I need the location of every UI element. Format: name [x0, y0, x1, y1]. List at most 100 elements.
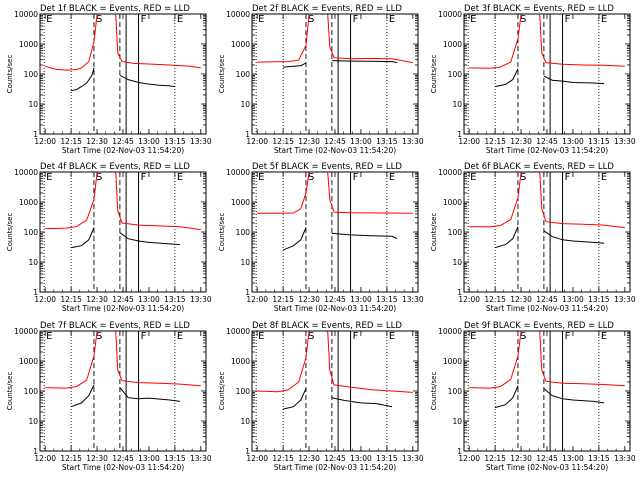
x-tick-label: 12:00 — [246, 137, 268, 146]
x-tick-label: 13:00 — [350, 454, 372, 463]
y-tick-label: 100 — [448, 70, 463, 79]
x-axis-label: Start Time (02-Nov-03 11:54:20) — [486, 146, 608, 155]
series-lld-line — [45, 14, 98, 71]
panel-det-7: Det 7f BLACK = Events, RED = LLD 1 10 100 10… — [6, 321, 212, 472]
x-axis-label: Start Time (02-Nov-03 11:54:20) — [274, 304, 396, 313]
y-tick-label: 100 — [236, 70, 251, 79]
series-events-line — [283, 62, 307, 68]
series-lld-line — [257, 14, 310, 63]
interval-marker-label: E — [389, 172, 395, 183]
x-tick-label: 12:45 — [112, 295, 134, 304]
x-tick-label: 12:45 — [112, 137, 134, 146]
y-tick-label: 10 — [240, 417, 250, 426]
interval-marker-label: E — [46, 172, 52, 183]
x-tick-label: 13:00 — [562, 137, 584, 146]
panel-det-2: Det 2f BLACK = Events, RED = LLD 1 10 100 10… — [218, 4, 424, 155]
x-tick-label: 12:45 — [536, 295, 558, 304]
interval-marker-label: F — [565, 331, 571, 342]
x-tick-label: 13:15 — [164, 295, 186, 304]
y-tick-label: 10 — [28, 258, 38, 267]
y-tick-label: 10000 — [438, 168, 462, 177]
interval-marker-label: S — [520, 172, 526, 183]
panel-title: Det 9f BLACK = Events, RED = LLD — [464, 321, 614, 331]
y-tick-label: 10000 — [14, 327, 38, 336]
y-axis-label: Counts/sec — [218, 372, 226, 411]
x-tick-label: 12:45 — [112, 454, 134, 463]
x-tick-label: 13:15 — [588, 137, 610, 146]
x-axis-label: Start Time (02-Nov-03 11:54:20) — [274, 146, 396, 155]
y-axis-label: Counts/sec — [6, 372, 14, 411]
x-tick-label: 13:15 — [588, 295, 610, 304]
x-tick-label: 12:45 — [324, 295, 346, 304]
x-tick-label: 13:30 — [190, 137, 212, 146]
panel-title: Det 2f BLACK = Events, RED = LLD — [252, 4, 402, 14]
x-tick-label: 13:30 — [614, 137, 636, 146]
x-tick-label: 13:15 — [164, 454, 186, 463]
y-tick-label: 1000 — [443, 198, 462, 207]
series-lld-line — [257, 331, 310, 393]
interval-marker-label: F — [353, 14, 359, 25]
plot-frame — [463, 13, 631, 135]
y-tick-label: 1 — [245, 447, 250, 456]
x-tick-label: 12:45 — [536, 137, 558, 146]
series-events-line — [494, 68, 519, 88]
y-tick-label: 1 — [33, 288, 38, 297]
x-tick-label: 12:30 — [510, 454, 532, 463]
y-tick-label: 1000 — [443, 40, 462, 49]
series-events-line — [119, 74, 175, 88]
x-tick-label: 12:30 — [298, 295, 320, 304]
y-tick-label: 10 — [452, 417, 462, 426]
x-tick-label: 12:15 — [484, 454, 506, 463]
y-axis-label: Counts/sec — [6, 213, 14, 252]
series-lld-line — [45, 331, 98, 389]
plot-frame — [39, 330, 207, 452]
x-tick-label: 12:45 — [536, 454, 558, 463]
x-tick-label: 12:15 — [60, 295, 82, 304]
y-axis-label: Counts/sec — [6, 55, 14, 94]
plot-frame — [463, 330, 631, 452]
series-lld-line — [327, 331, 413, 393]
x-tick-label: 13:30 — [614, 454, 636, 463]
y-axis-label: Counts/sec — [430, 372, 438, 411]
y-tick-label: 1 — [245, 130, 250, 139]
interval-marker-label: S — [308, 331, 314, 342]
y-tick-label: 100 — [448, 387, 463, 396]
panel-det-8: Det 8f BLACK = Events, RED = LLD 1 10 100 10… — [218, 321, 424, 472]
x-tick-label: 13:30 — [614, 295, 636, 304]
y-tick-label: 1 — [457, 288, 462, 297]
interval-marker-label: E — [470, 172, 476, 183]
panel-det-6: Det 6f BLACK = Events, RED = LLD 1 10 100 10… — [430, 162, 636, 313]
x-tick-label: 13:30 — [190, 454, 212, 463]
series-lld-line — [469, 331, 522, 389]
y-tick-label: 100 — [448, 228, 463, 237]
interval-marker-label: E — [601, 14, 607, 25]
x-tick-label: 12:00 — [34, 137, 56, 146]
series-lld-line — [539, 331, 625, 387]
x-tick-label: 12:15 — [60, 454, 82, 463]
series-events-line — [70, 384, 95, 408]
x-tick-label: 13:15 — [376, 454, 398, 463]
y-tick-label: 10000 — [438, 327, 462, 336]
x-axis-label: Start Time (02-Nov-03 11:54:20) — [486, 463, 608, 472]
x-tick-label: 12:00 — [458, 295, 480, 304]
x-tick-label: 12:00 — [246, 454, 268, 463]
y-tick-label: 1 — [33, 447, 38, 456]
x-axis-label: Start Time (02-Nov-03 11:54:20) — [486, 304, 608, 313]
y-tick-label: 100 — [24, 70, 39, 79]
interval-marker-label: E — [389, 331, 395, 342]
interval-marker-label: F — [141, 172, 147, 183]
y-tick-label: 1000 — [19, 40, 38, 49]
y-tick-label: 10 — [452, 258, 462, 267]
interval-marker-label: F — [141, 331, 147, 342]
y-axis-label: Counts/sec — [430, 55, 438, 94]
interval-marker-label: E — [177, 331, 183, 342]
panel-title: Det 7f BLACK = Events, RED = LLD — [40, 321, 190, 331]
y-tick-label: 10 — [28, 417, 38, 426]
x-tick-label: 12:15 — [60, 137, 82, 146]
x-tick-label: 13:15 — [376, 137, 398, 146]
x-tick-label: 13:00 — [350, 137, 372, 146]
y-tick-label: 1000 — [19, 357, 38, 366]
interval-marker-label: S — [308, 172, 314, 183]
plot-frame — [251, 13, 419, 135]
y-tick-label: 100 — [24, 387, 39, 396]
